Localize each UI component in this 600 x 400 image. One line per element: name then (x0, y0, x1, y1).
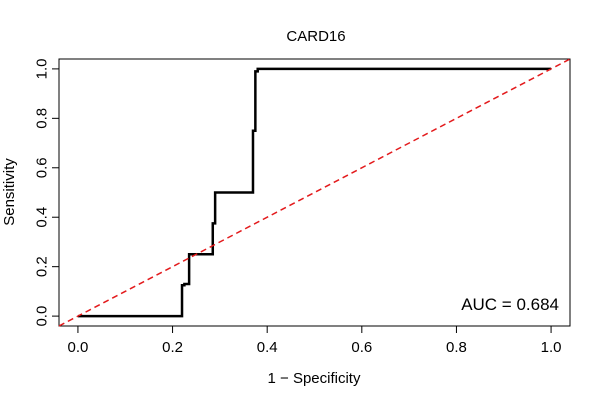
y-tick-label: 0.0 (34, 306, 51, 327)
x-tick-label: 0.8 (446, 339, 467, 356)
series-layer (58, 58, 571, 327)
x-tick-label: 1.0 (541, 339, 562, 356)
y-tick-label: 0.6 (34, 157, 51, 178)
y-tick-label: 0.8 (34, 108, 51, 129)
x-axis-label: 1 − Specificity (268, 370, 361, 387)
y-tick-label: 0.2 (34, 256, 51, 277)
y-axis: 0.0 0.2 0.4 0.6 0.8 1.0 (34, 58, 60, 327)
x-tick-label: 0.4 (257, 339, 278, 356)
y-tick-label: 1.0 (34, 58, 51, 79)
y-axis-label: Sensitivity (1, 158, 18, 226)
reference-diagonal-line (58, 58, 571, 327)
x-tick-label: 0.6 (351, 339, 372, 356)
y-tick-label: 0.4 (34, 207, 51, 228)
chart-title: CARD16 (286, 28, 345, 45)
roc-curve (77, 67, 552, 318)
x-tick-label: 0.2 (162, 339, 183, 356)
x-axis: 0.0 0.2 0.4 0.6 0.8 1.0 (67, 325, 562, 356)
x-tick-label: 0.0 (67, 339, 88, 356)
auc-annotation: AUC = 0.684 (461, 295, 559, 314)
